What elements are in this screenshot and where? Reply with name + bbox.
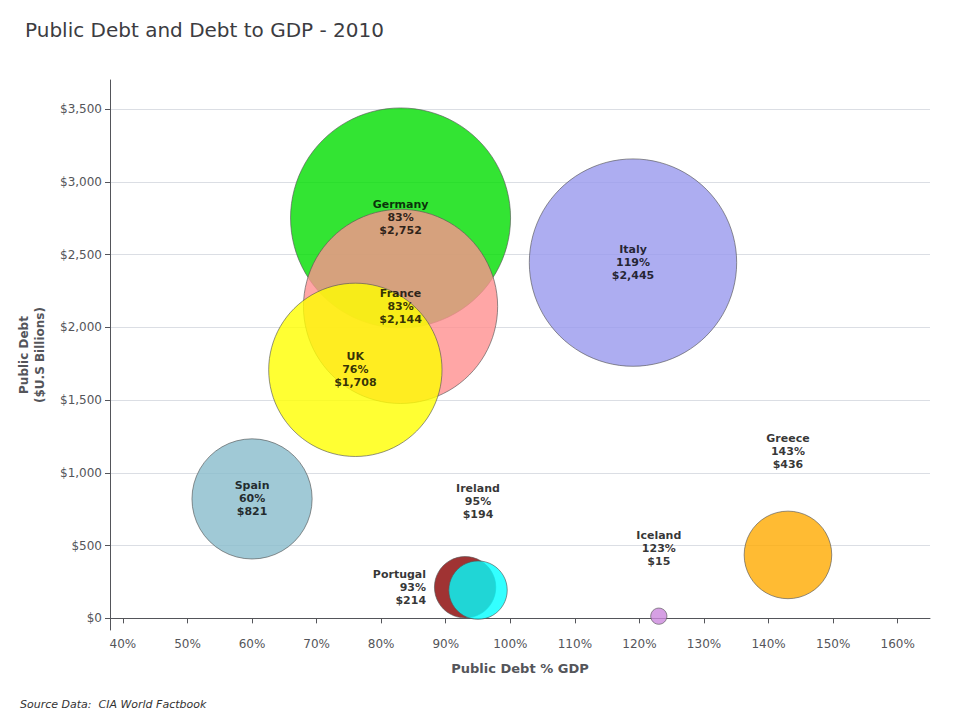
svg-text:($U.S Billions): ($U.S Billions) <box>33 307 47 403</box>
svg-text:Public Debt: Public Debt <box>17 316 31 394</box>
svg-text:150%: 150% <box>816 637 850 651</box>
svg-text:$2,500: $2,500 <box>60 248 102 262</box>
svg-text:60%: 60% <box>239 637 266 651</box>
svg-text:40%: 40% <box>110 637 137 651</box>
svg-text:83%: 83% <box>387 211 413 224</box>
svg-text:Source Data: CIA World Factbo: Source Data: CIA World Factbook <box>20 698 207 711</box>
svg-text:120%: 120% <box>622 637 656 651</box>
svg-text:Germany: Germany <box>373 198 429 211</box>
svg-text:100%: 100% <box>493 637 527 651</box>
svg-text:$436: $436 <box>773 458 804 471</box>
svg-text:93%: 93% <box>400 581 426 594</box>
svg-text:$1,500: $1,500 <box>60 393 102 407</box>
svg-text:50%: 50% <box>174 637 201 651</box>
svg-text:Ireland: Ireland <box>456 482 500 495</box>
svg-text:83%: 83% <box>387 300 413 313</box>
svg-text:Italy: Italy <box>619 243 647 256</box>
svg-text:90%: 90% <box>432 637 459 651</box>
svg-text:$0: $0 <box>87 611 102 625</box>
svg-text:Iceland: Iceland <box>636 529 681 542</box>
svg-text:130%: 130% <box>687 637 721 651</box>
svg-text:$214: $214 <box>395 594 426 607</box>
svg-text:$821: $821 <box>237 505 268 518</box>
svg-text:$15: $15 <box>647 555 670 568</box>
svg-text:119%: 119% <box>616 256 650 269</box>
svg-text:$194: $194 <box>463 508 494 521</box>
svg-text:140%: 140% <box>751 637 785 651</box>
svg-text:$500: $500 <box>71 539 102 553</box>
svg-text:70%: 70% <box>303 637 330 651</box>
svg-text:Public Debt % GDP: Public Debt % GDP <box>451 661 588 676</box>
svg-text:143%: 143% <box>771 445 805 458</box>
svg-text:$1,708: $1,708 <box>334 376 376 389</box>
svg-text:76%: 76% <box>342 363 368 376</box>
svg-text:$1,000: $1,000 <box>60 466 102 480</box>
svg-text:$2,752: $2,752 <box>379 224 421 237</box>
svg-text:Public Debt and Debt to GDP -: Public Debt and Debt to GDP - 2010 <box>25 18 384 42</box>
svg-text:$3,500: $3,500 <box>60 102 102 116</box>
svg-text:France: France <box>380 287 421 300</box>
svg-text:80%: 80% <box>368 637 395 651</box>
svg-text:60%: 60% <box>239 492 265 505</box>
svg-text:Greece: Greece <box>766 432 809 445</box>
svg-text:123%: 123% <box>642 542 676 555</box>
svg-text:$2,144: $2,144 <box>379 313 422 326</box>
svg-text:110%: 110% <box>558 637 592 651</box>
svg-text:UK: UK <box>347 350 365 363</box>
svg-text:95%: 95% <box>465 495 491 508</box>
svg-text:Spain: Spain <box>235 479 270 492</box>
svg-text:$3,000: $3,000 <box>60 175 102 189</box>
svg-text:160%: 160% <box>881 637 915 651</box>
svg-text:Portugal: Portugal <box>373 568 426 581</box>
svg-text:$2,000: $2,000 <box>60 320 102 334</box>
svg-text:$2,445: $2,445 <box>612 269 654 282</box>
